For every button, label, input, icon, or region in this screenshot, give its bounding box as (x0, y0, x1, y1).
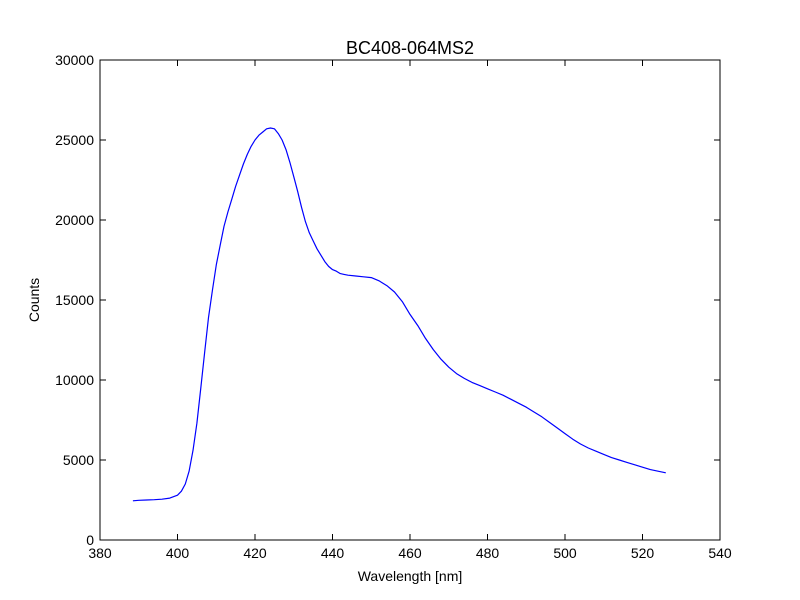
y-axis-title: Counts (26, 278, 42, 322)
y-tick-label: 5000 (63, 452, 94, 468)
series-layer (132, 127, 666, 502)
x-tick-label: 540 (708, 545, 732, 561)
x-tick-label: 520 (631, 545, 655, 561)
y-tick-label: 30000 (55, 52, 94, 68)
x-tick-label: 460 (398, 545, 422, 561)
y-tick-label: 20000 (55, 212, 94, 228)
x-tick-label: 440 (321, 545, 345, 561)
chart-title: BC408-064MS2 (346, 38, 474, 58)
plot-area-frame (99, 59, 721, 541)
y-tick-label: 15000 (55, 292, 94, 308)
y-tick-label: 10000 (55, 372, 94, 388)
y-axis-ticks: 0 5000 10000 15000 20000 25000 30000 (55, 52, 720, 548)
x-axis-ticks: 380 400 420 440 460 480 500 520 540 (88, 60, 732, 561)
x-tick-label: 420 (243, 545, 267, 561)
series-line (132, 127, 666, 502)
x-tick-label: 400 (166, 545, 190, 561)
x-axis-title: Wavelength [nm] (358, 568, 463, 584)
x-tick-label: 480 (476, 545, 500, 561)
x-tick-label: 500 (553, 545, 577, 561)
y-tick-label: 25000 (55, 132, 94, 148)
x-tick-label: 380 (88, 545, 112, 561)
y-tick-label: 0 (86, 532, 94, 548)
